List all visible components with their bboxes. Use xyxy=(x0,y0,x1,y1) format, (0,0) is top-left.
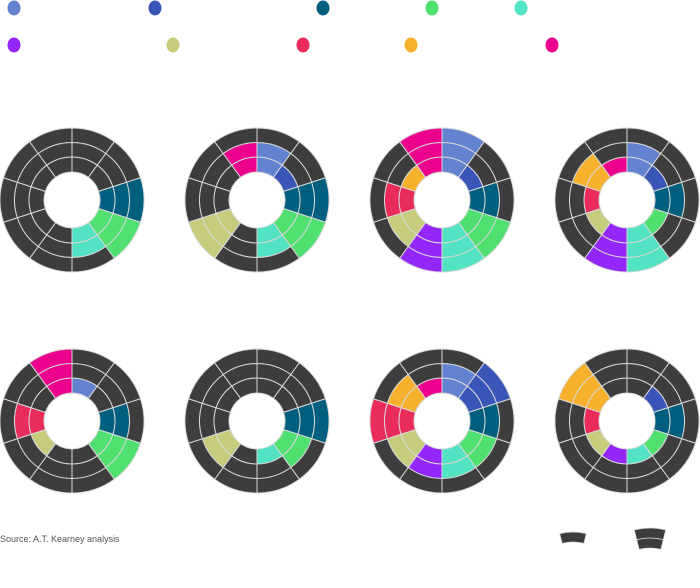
legend-dot-4 xyxy=(425,0,439,16)
ring-cell xyxy=(583,348,628,376)
ring-chart-5 xyxy=(0,348,145,494)
ring-cell xyxy=(398,127,443,155)
key-glyph-2 xyxy=(633,527,667,550)
ring-chart-3 xyxy=(369,127,515,273)
ring-cell xyxy=(681,398,700,444)
source-note: Source: A.T. Kearney analysis xyxy=(0,534,120,544)
ring-cell xyxy=(28,348,73,376)
ring-cell xyxy=(297,181,315,219)
ring-chart-7 xyxy=(369,348,515,494)
ring-cell xyxy=(398,348,443,376)
ring-cell xyxy=(311,177,330,223)
legend-dot-8 xyxy=(296,37,310,53)
legend-dot-3 xyxy=(316,0,330,16)
ring-chart-8 xyxy=(554,348,700,494)
ring-cell xyxy=(126,398,145,444)
key-glyph-1 xyxy=(559,531,587,544)
ring-chart-6 xyxy=(184,348,330,494)
legend-dot-1 xyxy=(7,0,21,16)
key-cell xyxy=(636,537,664,550)
ring-cell xyxy=(369,177,388,223)
ring-cell xyxy=(213,127,258,155)
ring-cell xyxy=(0,398,18,444)
legend-dot-6 xyxy=(7,37,21,53)
ring-cell xyxy=(554,177,573,223)
ring-cell xyxy=(496,398,515,444)
ring-cell xyxy=(28,127,73,155)
ring-cell xyxy=(569,181,587,219)
ring-chart-1 xyxy=(0,127,145,273)
legend-dot-7 xyxy=(166,37,180,53)
ring-cell xyxy=(384,181,402,219)
ring-cell xyxy=(199,402,217,440)
ring-cell xyxy=(311,398,330,444)
legend-dot-10 xyxy=(545,37,559,53)
ring-cell xyxy=(384,402,402,440)
legend-dot-2 xyxy=(148,0,162,16)
ring-cell xyxy=(213,348,258,376)
ring-cell xyxy=(369,398,388,444)
ring-cell xyxy=(482,402,500,440)
ring-cell xyxy=(184,398,203,444)
ring-cell xyxy=(297,402,315,440)
ring-cell xyxy=(14,402,32,440)
ring-cell xyxy=(569,402,587,440)
ring-cell xyxy=(482,181,500,219)
ring-cell xyxy=(667,402,685,440)
ring-cell xyxy=(126,177,145,223)
ring-cell xyxy=(583,127,628,155)
key-cell xyxy=(559,531,587,544)
key-cell xyxy=(633,527,667,541)
ring-cell xyxy=(112,181,130,219)
legend-dot-5 xyxy=(514,0,528,16)
ring-cell xyxy=(0,177,18,223)
ring-cell xyxy=(681,177,700,223)
legend-dot-9 xyxy=(404,37,418,53)
ring-cell xyxy=(14,181,32,219)
ring-cell xyxy=(199,181,217,219)
ring-cell xyxy=(554,398,573,444)
ring-cell xyxy=(112,402,130,440)
ring-cell xyxy=(184,177,203,223)
ring-cell xyxy=(496,177,515,223)
ring-chart-2 xyxy=(184,127,330,273)
ring-chart-4 xyxy=(554,127,700,273)
ring-cell xyxy=(667,181,685,219)
